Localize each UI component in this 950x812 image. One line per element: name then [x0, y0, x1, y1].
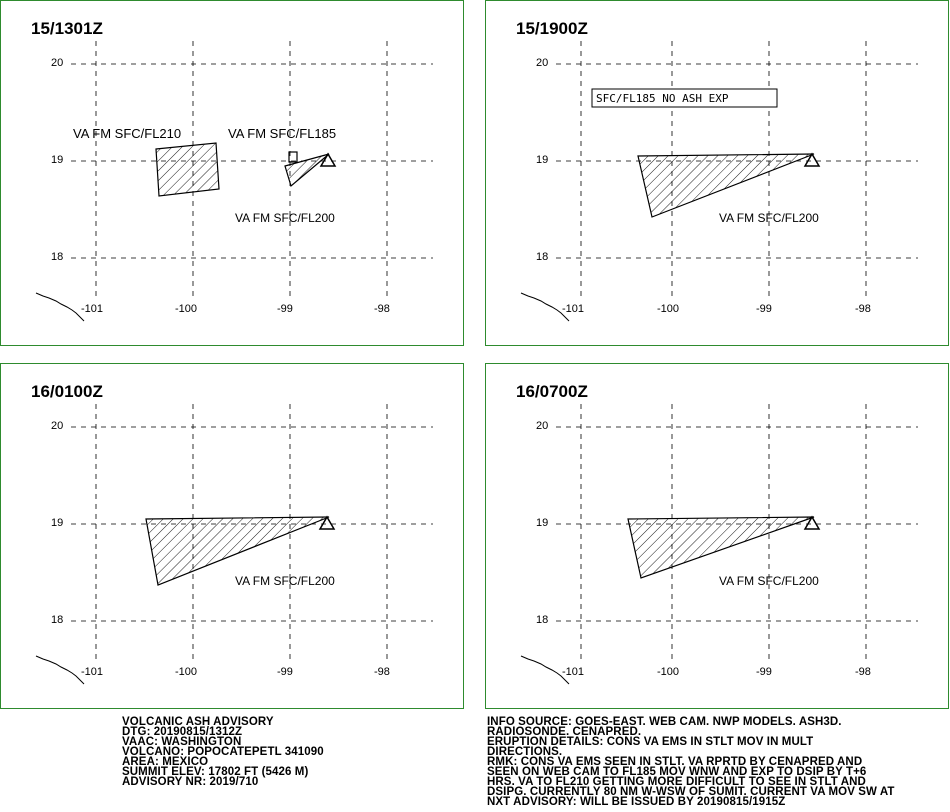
- lon-gridlines: [95, 404, 388, 659]
- remarks-line: ERUPTION DETAILS: CONS VA EMS IN STLT MO…: [487, 736, 814, 748]
- advisory-vaac: VAAC: WASHINGTON: [122, 736, 242, 748]
- ash-area-fl200: [627, 516, 815, 579]
- forecast-panel-1: 15/1301Z 20 19 18 -101 -100 -99 -98 VA F…: [0, 0, 464, 346]
- lat-tick-18: 18: [51, 614, 64, 626]
- lon-gridlines: [580, 41, 867, 296]
- lat-tick-19: 19: [51, 517, 64, 529]
- advisory-header-block: VOLCANIC ASH ADVISORY DTG: 20190815/1312…: [122, 716, 324, 788]
- remarks-next-advisory: NXT ADVISORY: WILL BE ISSUED BY 20190815…: [487, 796, 786, 808]
- volcano-icon: [803, 515, 821, 530]
- panel-3-time: 16/0100Z: [31, 382, 103, 401]
- panel-1-time: 15/1301Z: [31, 19, 103, 38]
- lat-tick-18: 18: [536, 251, 549, 263]
- lon-tick-100: -100: [175, 303, 198, 315]
- lat-tick-19: 19: [536, 517, 549, 529]
- lon-tick-99: -99: [756, 303, 772, 315]
- remarks-line: RADIOSONDE. CENAPRED.: [487, 726, 642, 738]
- coastline: [35, 655, 85, 685]
- coastline: [520, 292, 570, 322]
- coastline: [35, 292, 85, 322]
- lat-tick-19: 19: [536, 154, 549, 166]
- lon-tick-100: -100: [657, 303, 680, 315]
- lon-tick-101: -101: [562, 303, 585, 315]
- remarks-line: DSIPG. CURRENTLY 80 NM W-WSW OF SUMIT. C…: [487, 786, 895, 798]
- lon-tick-100: -100: [657, 666, 680, 678]
- lat-tick-20: 20: [51, 420, 64, 432]
- ash-label-fl200: VA FM SFC/FL200: [719, 211, 819, 225]
- lon-tick-98: -98: [855, 666, 871, 678]
- advisory-summit-elev: SUMMIT ELEV: 17802 FT (5426 M): [122, 766, 309, 778]
- lat-tick-20: 20: [536, 57, 549, 69]
- remarks-line: INFO SOURCE: GOES-EAST. WEB CAM. NWP MOD…: [487, 716, 842, 728]
- coastline: [520, 655, 570, 685]
- ash-label-fl200: VA FM SFC/FL200: [235, 211, 335, 225]
- lon-tick-98: -98: [855, 303, 871, 315]
- lon-gridlines: [95, 41, 388, 296]
- lon-tick-101: -101: [81, 303, 104, 315]
- remarks-line: HRS. VA TO FL210 GETTING MORE DIFFICULT …: [487, 776, 866, 788]
- advisory-number: ADVISORY NR: 2019/710: [122, 776, 259, 788]
- forecast-panel-2: 15/1900Z 20 19 18 -101 -100 -99 -98 SFC/…: [485, 0, 949, 346]
- lon-tick-98: -98: [374, 666, 390, 678]
- ash-label-fl210: VA FM SFC/FL210: [73, 126, 182, 141]
- lon-tick-101: -101: [562, 666, 585, 678]
- lon-tick-99: -99: [277, 666, 293, 678]
- advisory-area: AREA: MEXICO: [122, 756, 209, 768]
- ash-label-fl200: VA FM SFC/FL200: [235, 574, 335, 588]
- lat-tick-18: 18: [51, 251, 64, 263]
- ash-area-fl185: [288, 151, 298, 163]
- lat-tick-20: 20: [51, 57, 64, 69]
- map-panel-2: [520, 41, 918, 322]
- lon-tick-98: -98: [374, 303, 390, 315]
- remarks-line: DIRECTIONS.: [487, 746, 563, 758]
- no-ash-label: SFC/FL185 NO ASH EXP: [596, 92, 729, 105]
- map-panel-1: [35, 41, 433, 322]
- panel-4-time: 16/0700Z: [516, 382, 588, 401]
- no-ash-box: [591, 88, 778, 108]
- lat-gridlines: [71, 63, 433, 259]
- lon-tick-100: -100: [175, 666, 198, 678]
- lon-gridlines: [580, 404, 867, 659]
- lon-tick-101: -101: [81, 666, 104, 678]
- lat-tick-19: 19: [51, 154, 64, 166]
- forecast-panel-4: 16/0700Z 20 19 18 -101 -100 -99 -98 VA F…: [485, 363, 949, 709]
- forecast-panel-3: 16/0100Z 20 19 18 -101 -100 -99 -98 VA F…: [0, 363, 464, 709]
- volcano-icon: [319, 152, 337, 167]
- ash-area-fl210: [155, 142, 220, 197]
- advisory-volcano: VOLCANO: POPOCATEPETL 341090: [122, 746, 324, 758]
- advisory-title: VOLCANIC ASH ADVISORY: [122, 716, 274, 728]
- lon-tick-99: -99: [277, 303, 293, 315]
- lon-tick-99: -99: [756, 666, 772, 678]
- advisory-dtg: DTG: 20190815/1312Z: [122, 726, 243, 738]
- remarks-line: SEEN ON WEB CAM TO FL185 MOV WNW AND EXP…: [487, 766, 867, 778]
- ash-area-fl200: [145, 516, 330, 586]
- map-panel-4: [520, 404, 918, 685]
- volcano-icon: [803, 152, 821, 167]
- ash-label-fl185: VA FM SFC/FL185: [228, 126, 337, 141]
- lat-tick-20: 20: [536, 420, 549, 432]
- ash-label-fl200: VA FM SFC/FL200: [719, 574, 819, 588]
- volcano-icon: [318, 515, 336, 530]
- advisory-remarks-block: INFO SOURCE: GOES-EAST. WEB CAM. NWP MOD…: [487, 716, 895, 808]
- lat-tick-18: 18: [536, 614, 549, 626]
- ash-area-fl200: [284, 153, 330, 188]
- remarks-line: RMK: CONS VA EMS SEEN IN STLT. VA RPRTD …: [487, 756, 863, 768]
- map-panel-3: [35, 404, 433, 685]
- panel-2-time: 15/1900Z: [516, 19, 588, 38]
- ash-area-fl200: [637, 153, 815, 218]
